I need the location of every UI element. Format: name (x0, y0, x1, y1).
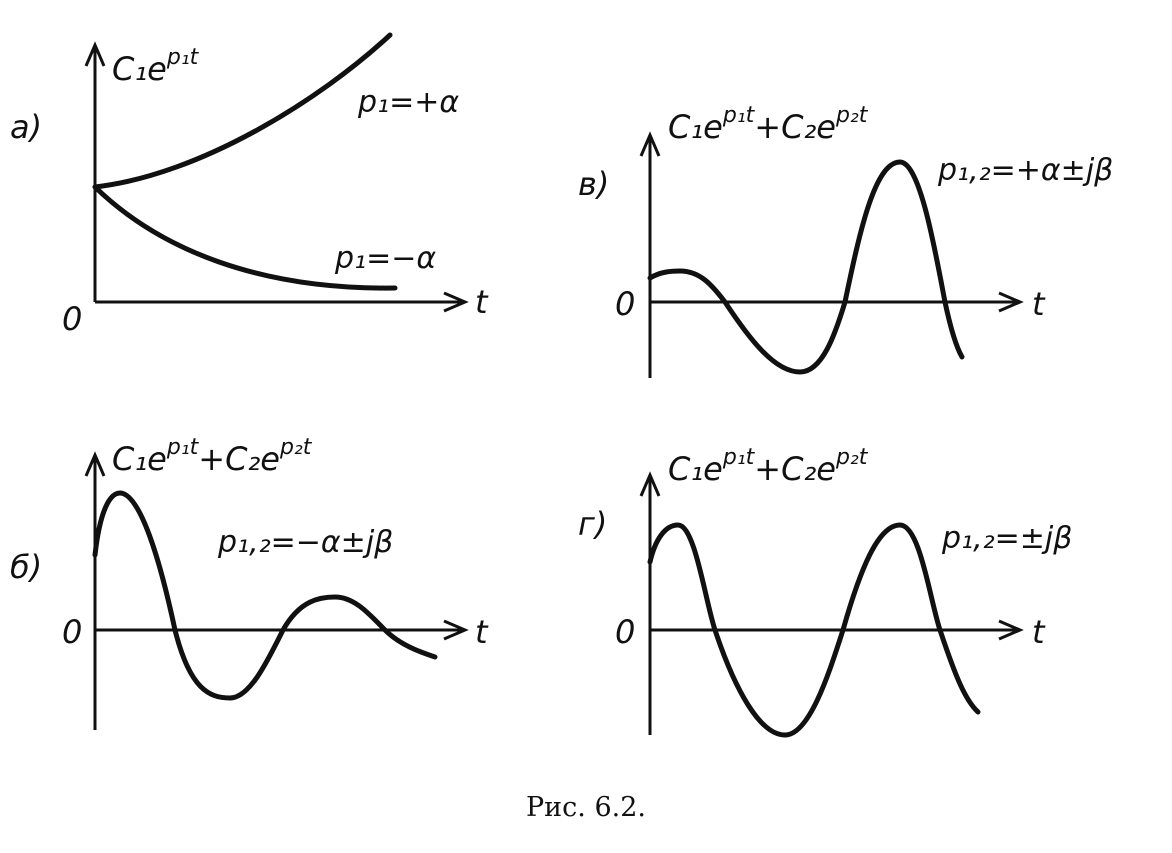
y-label-main: +C₂e (754, 108, 836, 146)
panel-letter: а) (10, 108, 42, 146)
y-label-sup: p₁t (722, 103, 756, 128)
y-label-main: C₁e (668, 450, 723, 488)
y-label: C₁ep₁t+C₂ep₂t (112, 435, 313, 478)
caption: Рис. 6.2. (526, 792, 646, 823)
curve (92, 184, 398, 291)
annotation: p₁,₂=+α±jβ (937, 153, 1113, 188)
y-label-sup: p₁t (166, 45, 200, 70)
annotation: p₁,₂=±jβ (941, 521, 1072, 556)
origin-label: 0 (62, 613, 82, 651)
axes (84, 451, 469, 730)
y-label-sup: p₁t (166, 435, 200, 460)
y-label: C₁ep₁t+C₂ep₂t (668, 103, 869, 146)
y-label: C₁ep₁t+C₂ep₂t (668, 445, 869, 488)
y-label-sup: p₂t (835, 103, 869, 128)
axis-label: t (1032, 285, 1046, 323)
axis-label: t (475, 613, 489, 651)
axes (639, 471, 1024, 735)
curve (92, 490, 438, 701)
origin-label: 0 (62, 300, 82, 338)
panel-v: в) 0 t C₁ep₁t+C₂ep₂t p₁,₂=+α±jβ (578, 103, 1113, 378)
y-label-main: +C₂e (754, 450, 836, 488)
panel-letter: в) (578, 165, 609, 203)
y-label-main: C₁e (668, 108, 723, 146)
axis-label: t (475, 283, 489, 321)
panel-letter: б) (10, 548, 42, 586)
panel-b: б) 0 t C₁ep₁t+C₂ep₂t p₁,₂=−α±jβ (10, 435, 489, 730)
y-label-sup: p₂t (279, 435, 313, 460)
origin-label: 0 (615, 285, 635, 323)
panel-letter: г) (578, 505, 607, 543)
y-label-main: C₁e (112, 50, 167, 88)
panel-g: г) 0 t C₁ep₁t+C₂ep₂t p₁,₂=±jβ (578, 445, 1072, 738)
y-label-sup: p₂t (835, 445, 869, 470)
annotation: p₁=+α (357, 85, 459, 120)
curve (647, 522, 981, 738)
axes (84, 41, 469, 313)
y-label-sup: p₁t (722, 445, 756, 470)
curve (647, 159, 965, 375)
annotation: p₁=−α (334, 241, 436, 276)
panel-a: а) 0 t C₁ep₁t p₁=+α p₁=−α (10, 32, 489, 338)
y-label: C₁ep₁t (112, 45, 200, 88)
origin-label: 0 (615, 613, 635, 651)
y-label-main: C₁e (112, 440, 167, 478)
y-label-main: +C₂e (198, 440, 280, 478)
axis-label: t (1032, 613, 1046, 651)
annotation: p₁,₂=−α±jβ (217, 525, 393, 560)
axes (639, 131, 1024, 378)
curve (92, 32, 393, 190)
